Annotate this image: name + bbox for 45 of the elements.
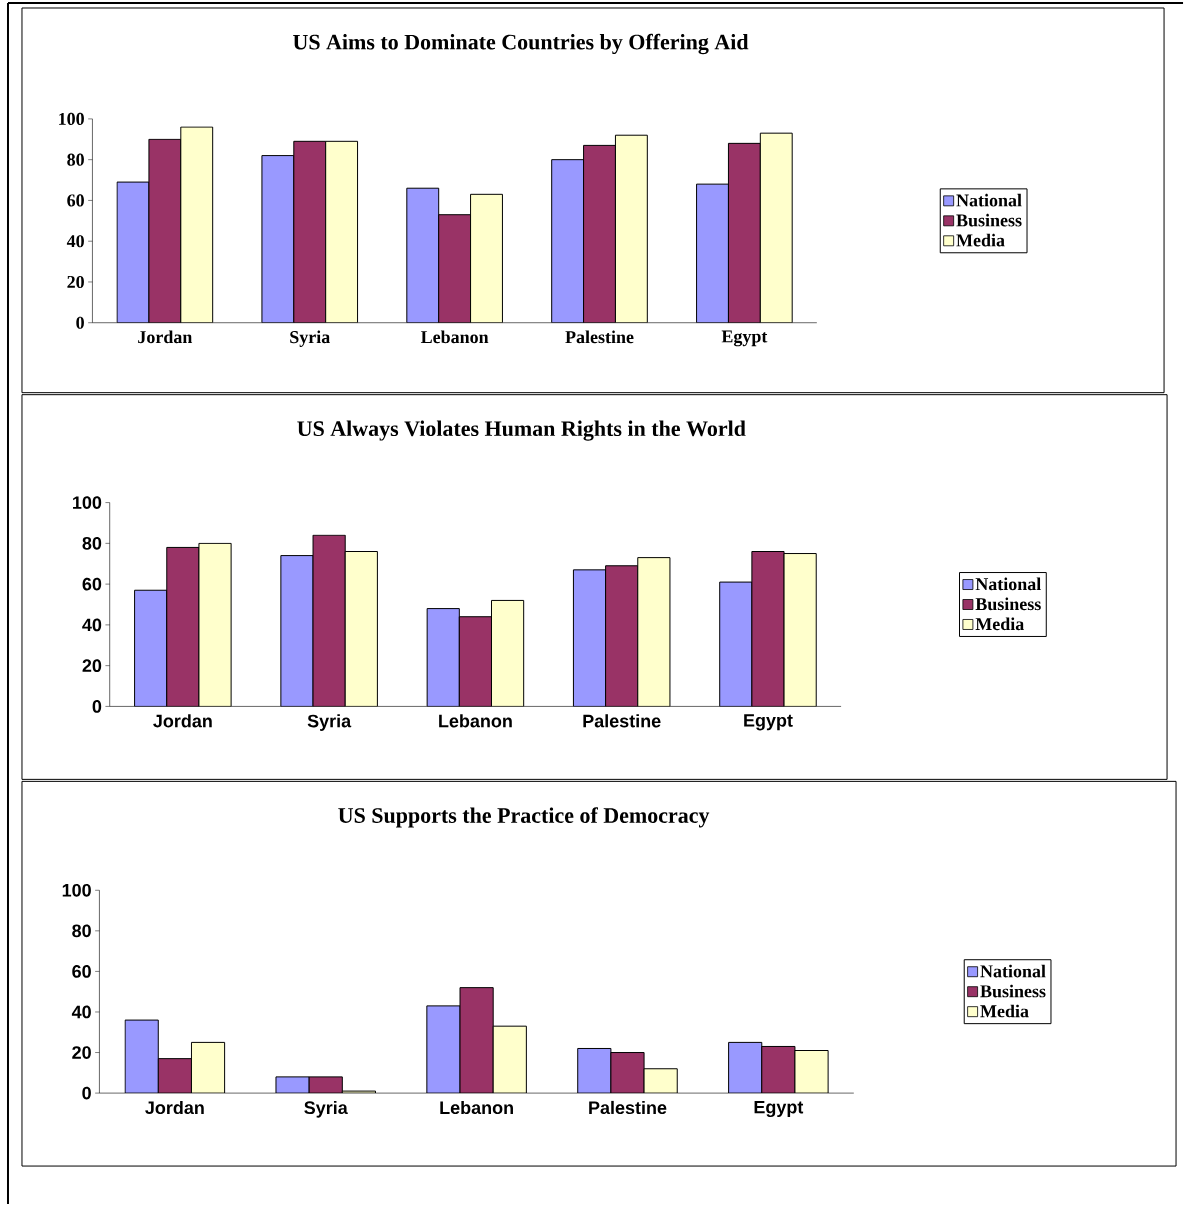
legend-label: National: [975, 577, 1041, 591]
y-tick-label: 0: [92, 700, 102, 713]
legend-label: Business: [975, 597, 1041, 611]
x-tick-label: Jordan: [138, 330, 193, 344]
y-tick-label: 60: [67, 194, 84, 207]
chart-title: US Always Violates Human Rights in the World: [297, 420, 746, 441]
legend-label: National: [956, 193, 1022, 207]
y-tick-label: 60: [82, 577, 102, 591]
y-tick-label: 20: [82, 659, 102, 673]
legend-label: Media: [956, 233, 1005, 247]
x-tick-label: Jordan: [145, 1100, 204, 1115]
y-tick-label: 20: [72, 1046, 91, 1059]
x-tick-label: Lebanon: [440, 1100, 513, 1115]
x-tick-label: Palestine: [583, 714, 661, 728]
y-tick-label: 100: [62, 883, 91, 897]
y-tick-label: 80: [67, 153, 84, 166]
y-tick-label: 40: [71, 1005, 91, 1019]
y-tick-label: 40: [66, 235, 84, 248]
x-tick-label: Palestine: [565, 330, 634, 344]
chart-title: US Supports the Practice of Democracy: [338, 807, 710, 828]
x-tick-label: Lebanon: [439, 714, 512, 728]
chart-title: US Aims to Dominate Countries by Offering Aid: [293, 33, 749, 55]
x-tick-label: Lebanon: [420, 330, 489, 344]
legend-label: Media: [975, 617, 1024, 631]
y-tick-label: 0: [82, 1086, 91, 1100]
x-tick-label: Jordan: [153, 714, 212, 728]
legend-label: Media: [980, 1004, 1029, 1018]
x-tick-label: Syria: [307, 714, 352, 731]
y-tick-label: 100: [59, 112, 84, 125]
y-tick-label: 80: [82, 536, 102, 550]
x-tick-label: Syria: [290, 330, 330, 347]
x-tick-label: Egypt: [721, 330, 768, 347]
y-tick-label: 0: [76, 316, 84, 329]
legend-label: National: [980, 964, 1046, 978]
x-tick-label: Palestine: [589, 1100, 667, 1115]
y-tick-label: 40: [82, 618, 102, 632]
legend-label: Business: [980, 984, 1046, 998]
x-tick-label: Egypt: [754, 1100, 804, 1118]
y-tick-label: 60: [72, 965, 91, 978]
y-tick-label: 20: [67, 275, 84, 289]
legend-label: Business: [956, 213, 1022, 227]
y-tick-label: 100: [73, 496, 102, 509]
y-tick-label: 80: [72, 924, 91, 938]
x-tick-label: Egypt: [744, 714, 793, 731]
x-tick-label: Syria: [304, 1100, 348, 1118]
